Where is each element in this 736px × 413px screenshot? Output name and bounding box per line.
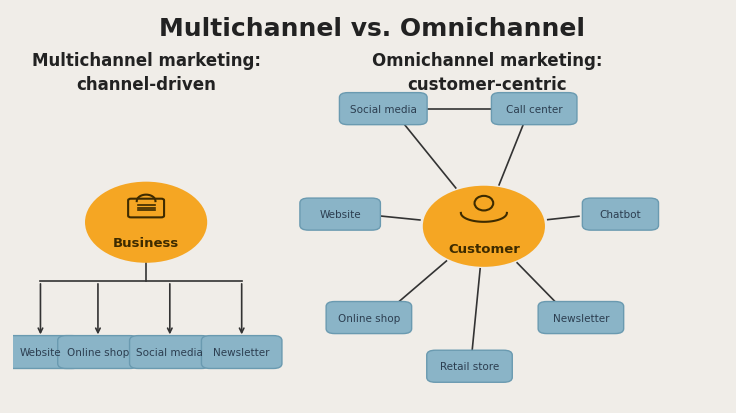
Text: Social media: Social media [136, 347, 203, 357]
FancyBboxPatch shape [339, 93, 427, 126]
Text: Online shop: Online shop [67, 347, 129, 357]
FancyBboxPatch shape [0, 336, 81, 368]
Ellipse shape [85, 182, 208, 263]
FancyBboxPatch shape [326, 302, 411, 334]
Ellipse shape [422, 186, 545, 267]
FancyBboxPatch shape [427, 350, 512, 382]
Text: Social media: Social media [350, 104, 417, 114]
FancyBboxPatch shape [582, 199, 659, 230]
Text: Call center: Call center [506, 104, 562, 114]
Text: Multichannel marketing:
channel-driven: Multichannel marketing: channel-driven [32, 52, 261, 94]
Text: Omnichannel marketing:
customer-centric: Omnichannel marketing: customer-centric [372, 52, 603, 94]
FancyBboxPatch shape [538, 302, 623, 334]
Text: Online shop: Online shop [338, 313, 400, 323]
FancyBboxPatch shape [57, 336, 138, 368]
Text: Customer: Customer [448, 242, 520, 256]
Text: Website: Website [20, 347, 61, 357]
Text: Retail store: Retail store [440, 361, 499, 371]
FancyBboxPatch shape [130, 336, 210, 368]
FancyBboxPatch shape [300, 199, 381, 230]
Text: Business: Business [113, 236, 180, 249]
Text: Multichannel vs. Omnichannel: Multichannel vs. Omnichannel [160, 17, 586, 40]
FancyBboxPatch shape [492, 93, 577, 126]
FancyBboxPatch shape [202, 336, 282, 368]
Text: Website: Website [319, 210, 361, 220]
Text: Chatbot: Chatbot [600, 210, 641, 220]
Text: Newsletter: Newsletter [553, 313, 609, 323]
Text: Newsletter: Newsletter [213, 347, 270, 357]
